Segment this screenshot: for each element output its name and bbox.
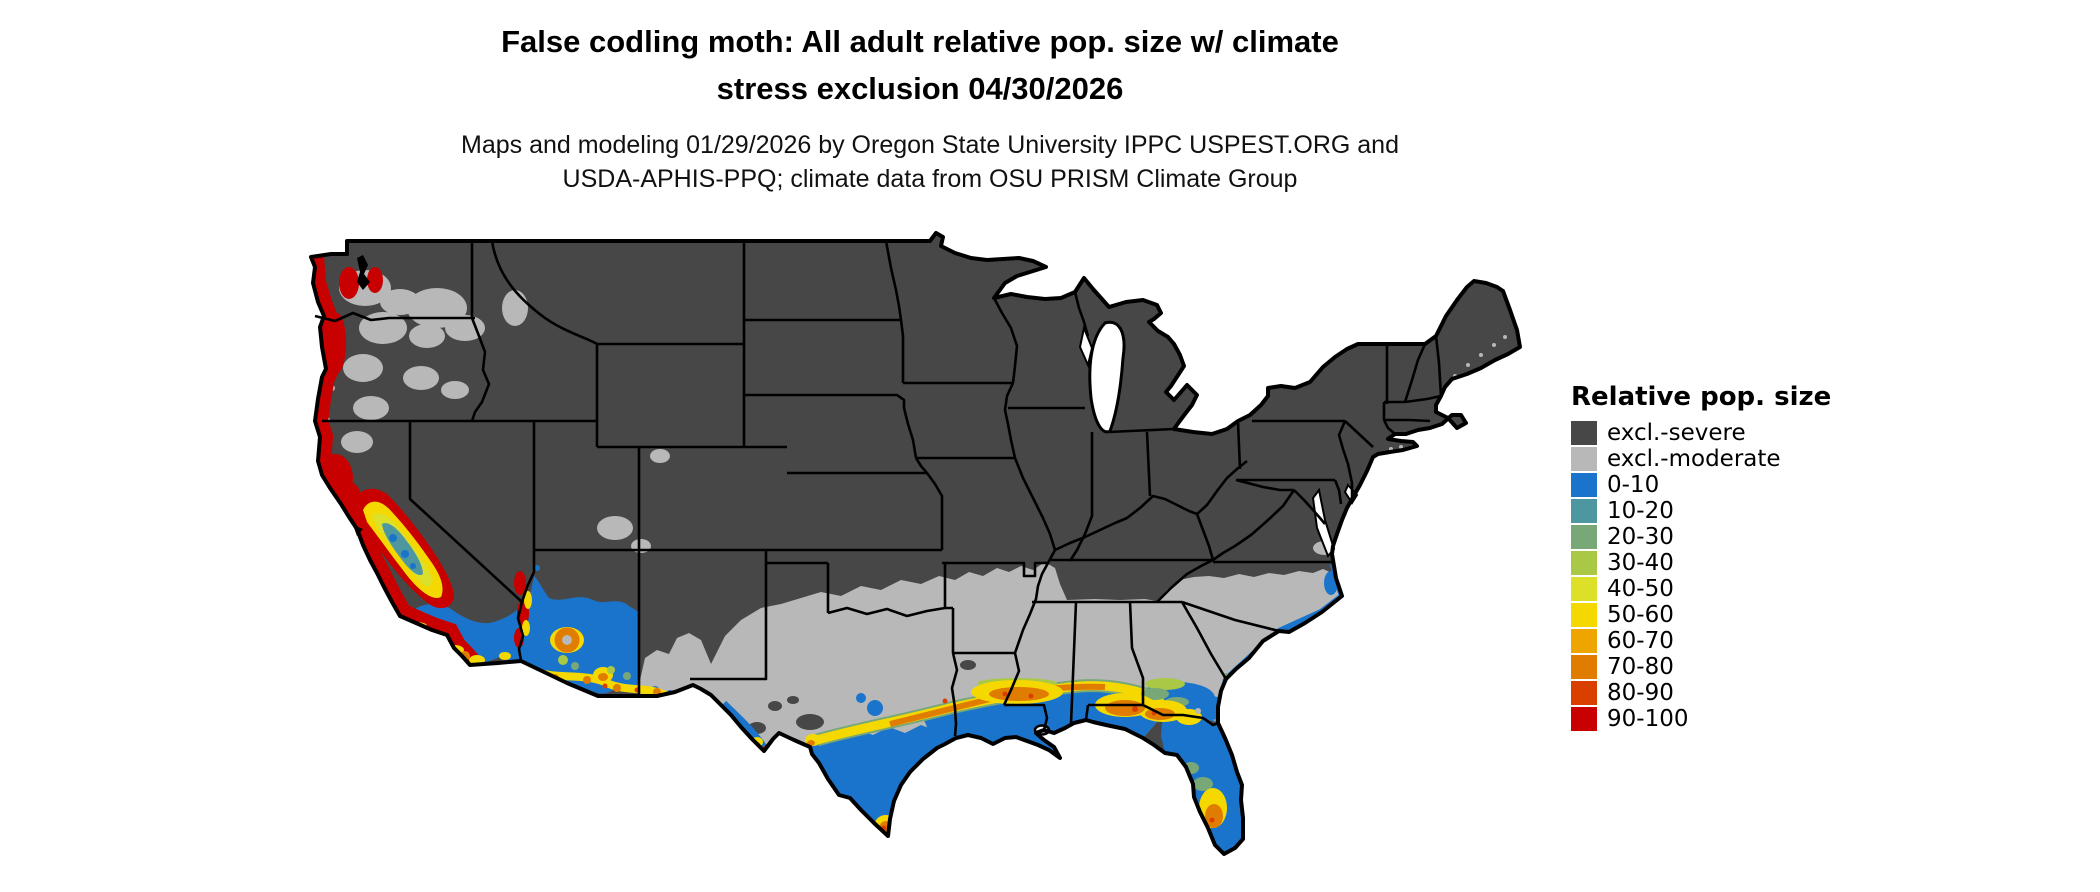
credits: Maps and modeling 01/29/2026 by Oregon S… [0,128,1860,196]
legend-item: 40-50 [1571,576,1831,602]
legend-item: 90-100 [1571,706,1831,732]
gulf-coast-warm-band [751,678,1166,833]
legend-item: excl.-moderate [1571,446,1831,472]
title-line-2: stress exclusion 04/30/2026 [716,71,1124,106]
legend-item: 10-20 [1571,498,1831,524]
page-title: False codling moth: All adult relative p… [0,18,1840,112]
legend-swatch-0-10 [1571,473,1597,497]
map-container [305,228,1530,885]
legend: Relative pop. size excl.-severe excl.-mo… [1571,382,1831,732]
legend-swatch-40-50 [1571,577,1597,601]
puget-sound [353,255,370,536]
state-borders [314,240,1443,737]
credits-line-2: USDA-APHIS-PPQ; climate data from OSU PR… [562,165,1298,193]
legend-item: 50-60 [1571,602,1831,628]
legend-item: 0-10 [1571,472,1831,498]
legend-swatch-10-20 [1571,499,1597,523]
legend-title: Relative pop. size [1571,382,1832,412]
san-francisco-bay [353,525,363,536]
legend-swatch-30-40 [1571,551,1597,575]
legend-swatch-90-100 [1571,707,1597,731]
legend-swatch-excl-severe [1571,421,1597,445]
legend-swatch-80-90 [1571,681,1597,705]
legend-swatch-20-30 [1571,525,1597,549]
legend-swatch-50-60 [1571,603,1597,627]
green-bay [1078,324,1094,369]
legend-item: excl.-severe [1571,420,1831,446]
title-line-1: False codling moth: All adult relative p… [501,24,1339,59]
legend-swatch-70-80 [1571,655,1597,679]
legend-swatch-excl-moderate [1571,447,1597,471]
legend-swatch-60-70 [1571,629,1597,653]
legend-item: 70-80 [1571,654,1831,680]
legend-item: 20-30 [1571,524,1831,550]
credits-line-1: Maps and modeling 01/29/2026 by Oregon S… [461,131,1399,159]
legend-item: 80-90 [1571,680,1831,706]
us-map [309,231,1522,856]
legend-item: 30-40 [1571,550,1831,576]
central-valley-gradient [350,488,454,609]
legend-item: 60-70 [1571,628,1831,654]
